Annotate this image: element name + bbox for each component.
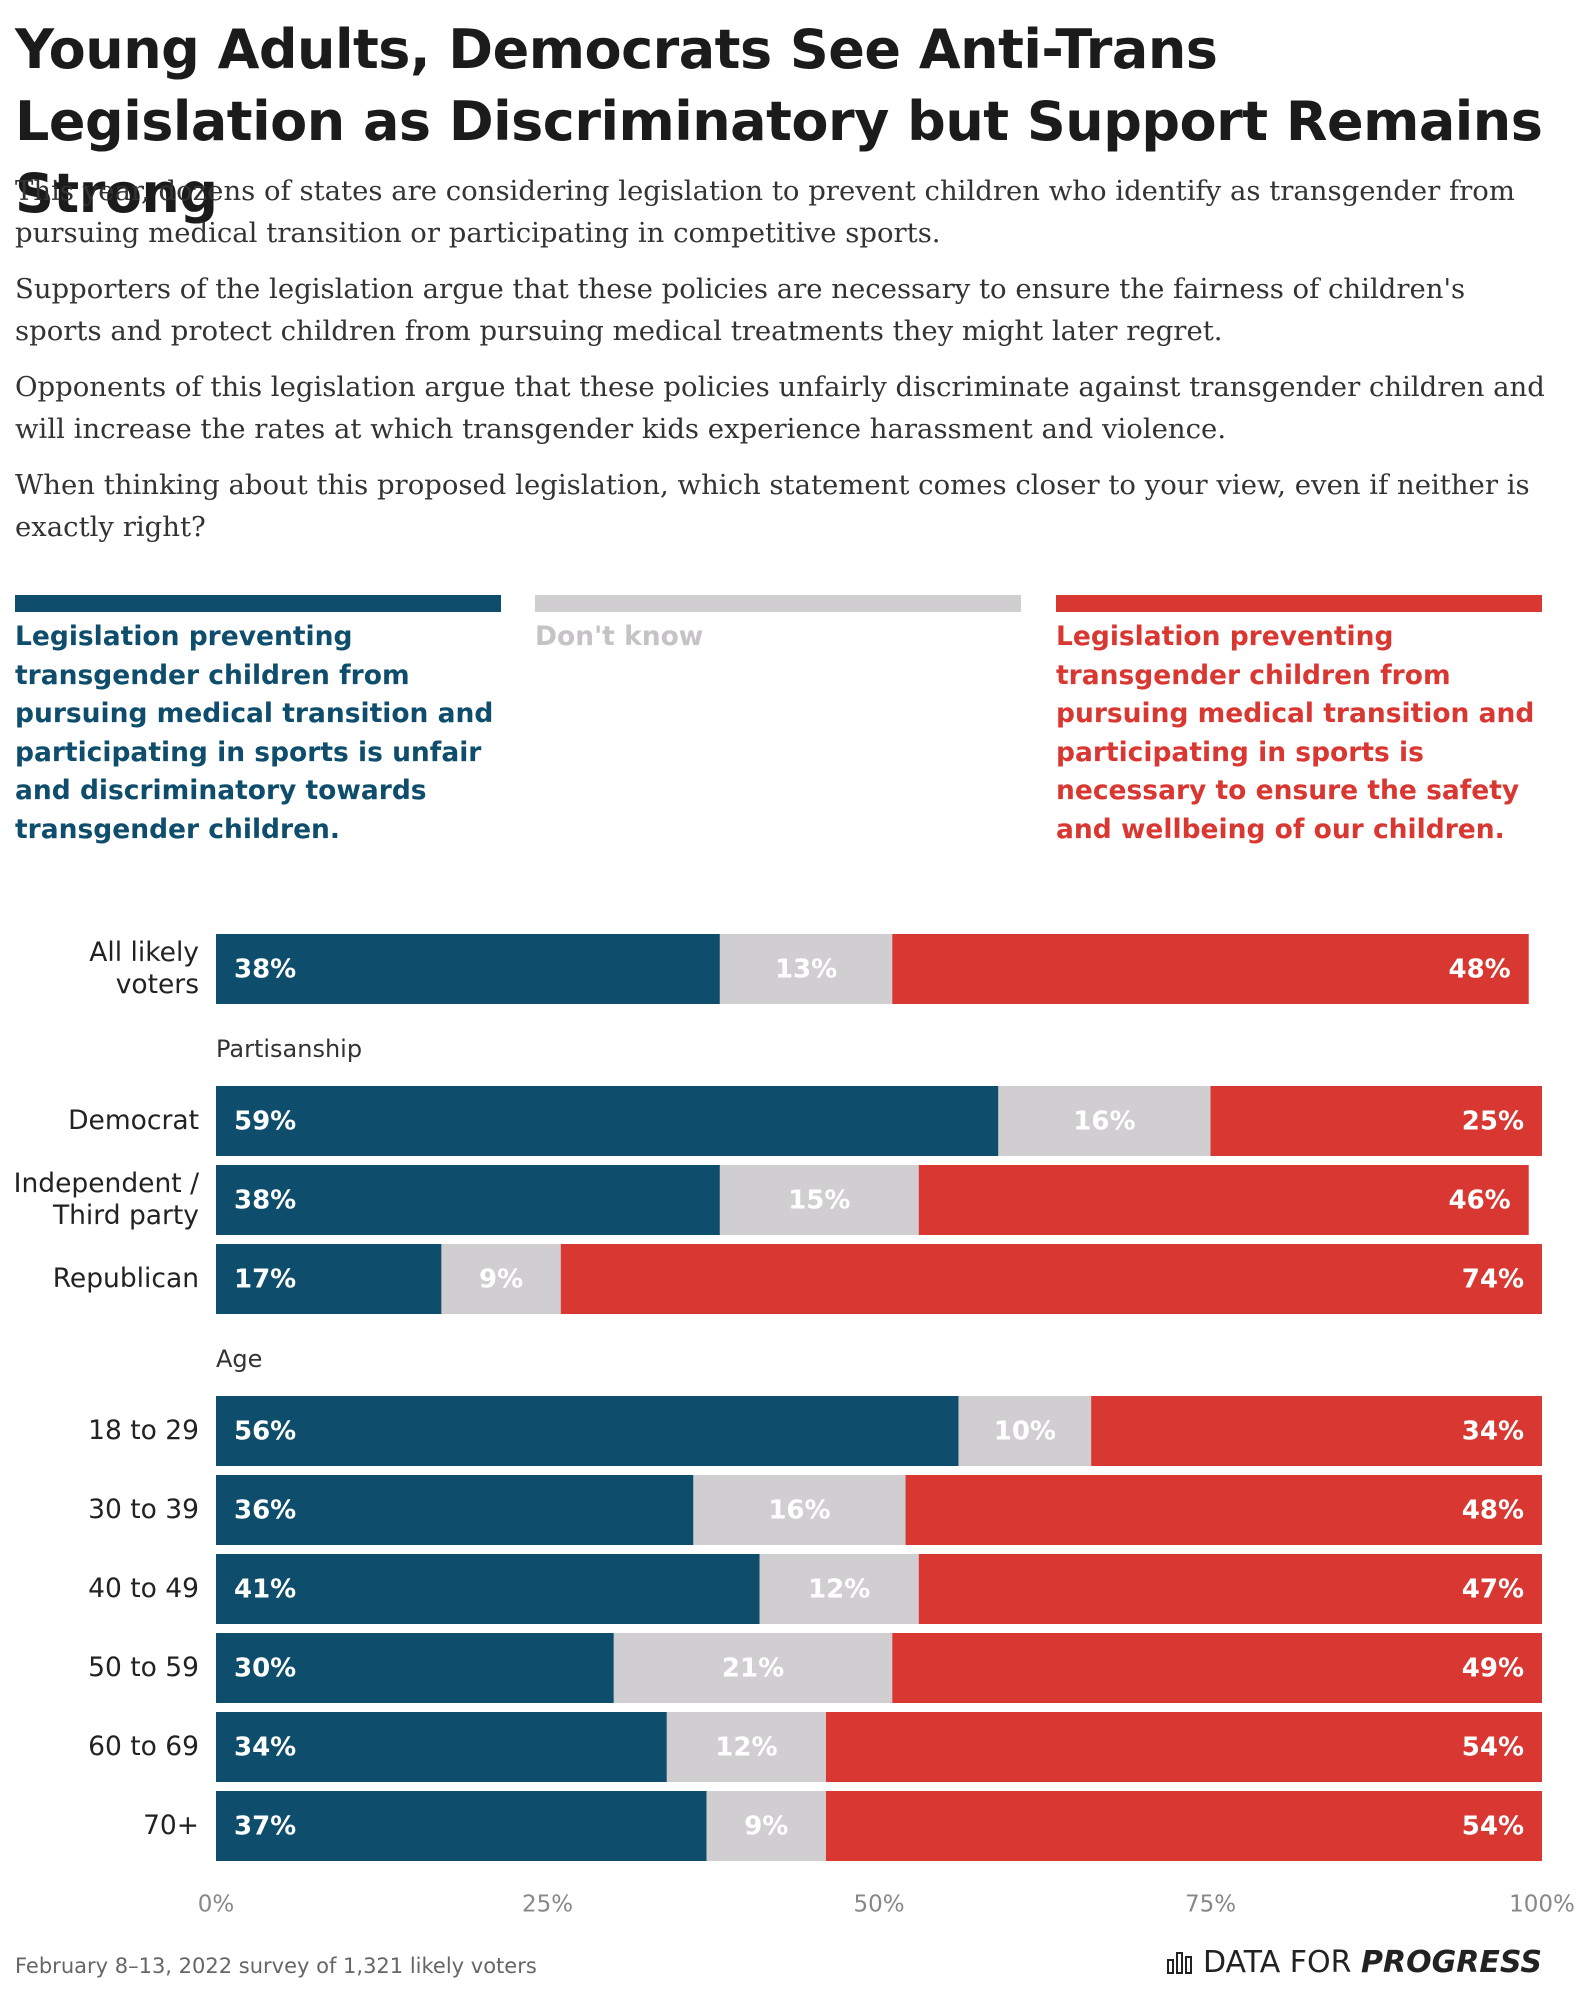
value-label: 37% — [234, 1812, 296, 1842]
group-label: Partisanship — [216, 1035, 363, 1063]
value-label: 12% — [808, 1575, 870, 1605]
bar — [918, 1165, 1529, 1235]
bar — [905, 1475, 1542, 1545]
value-label: 13% — [775, 955, 837, 985]
y-tick-label: Democrat — [68, 1105, 199, 1136]
legend-label: Legislation preventing transgender child… — [15, 621, 494, 845]
bar — [560, 1244, 1542, 1314]
x-tick-label: 75% — [1185, 1892, 1236, 1918]
bar — [216, 934, 720, 1004]
value-label: 17% — [234, 1265, 296, 1295]
legend-swatch — [535, 595, 1021, 612]
bar — [918, 1554, 1542, 1624]
bar — [719, 934, 893, 1004]
bar — [216, 1165, 720, 1235]
bar — [892, 1633, 1542, 1703]
brand-text: DATA FOR — [1202, 1945, 1352, 1980]
value-label: 12% — [715, 1733, 777, 1763]
bar — [216, 1712, 667, 1782]
value-label: 34% — [234, 1733, 296, 1763]
bar — [958, 1396, 1092, 1466]
paragraph: This year, dozens of states are consider… — [15, 175, 1515, 249]
value-label: 36% — [234, 1496, 296, 1526]
brand-icon — [1167, 1952, 1193, 1974]
value-label: 54% — [1462, 1733, 1524, 1763]
value-label: 38% — [234, 955, 296, 985]
bar — [441, 1244, 561, 1314]
bar — [825, 1712, 1542, 1782]
value-label: 54% — [1462, 1812, 1524, 1842]
x-tick-label: 100% — [1509, 1892, 1575, 1918]
chart-title: Young Adults, Democrats See Anti-Trans L… — [15, 18, 1543, 225]
bar — [825, 1791, 1542, 1861]
paragraph: Supporters of the legislation argue that… — [15, 273, 1466, 347]
bar — [613, 1633, 893, 1703]
bar — [666, 1712, 826, 1782]
bar — [998, 1086, 1211, 1156]
value-label: 46% — [1449, 1186, 1511, 1216]
x-tick-label: 0% — [198, 1892, 235, 1918]
brand-text: PROGRESS — [1361, 1945, 1542, 1980]
value-label: 16% — [768, 1496, 830, 1526]
brand: DATA FOR PROGRESS — [1167, 1945, 1542, 1980]
legend-label: Legislation preventing transgender child… — [1056, 621, 1535, 845]
value-label: 16% — [1073, 1107, 1135, 1137]
bar — [216, 1633, 614, 1703]
y-tick-label: 60 to 69 — [88, 1731, 199, 1762]
bar — [693, 1475, 906, 1545]
legend-swatch — [1056, 595, 1542, 612]
bar — [706, 1791, 826, 1861]
value-label: 38% — [234, 1186, 296, 1216]
value-label: 21% — [722, 1654, 784, 1684]
value-label: 49% — [1462, 1654, 1524, 1684]
value-label: 48% — [1449, 955, 1511, 985]
y-tick-label: 40 to 49 — [88, 1573, 199, 1604]
bar — [1210, 1086, 1542, 1156]
bar — [1091, 1396, 1542, 1466]
legend-label: Don't know — [535, 621, 704, 652]
bar — [216, 1554, 760, 1624]
legend-swatch — [15, 595, 501, 612]
bar — [216, 1396, 959, 1466]
group-label: Age — [216, 1345, 263, 1373]
value-label: 48% — [1462, 1496, 1524, 1526]
x-tick-label: 50% — [853, 1892, 904, 1918]
value-label: 9% — [744, 1812, 788, 1842]
value-label: 59% — [234, 1107, 296, 1137]
bar — [216, 1244, 442, 1314]
y-tick-label: Republican — [52, 1263, 199, 1294]
y-tick-label: All likely voters — [89, 937, 199, 1000]
y-tick-label: 70+ — [143, 1810, 199, 1841]
paragraph: Opponents of this legislation argue that… — [15, 371, 1545, 445]
value-label: 9% — [479, 1265, 523, 1295]
bar — [892, 934, 1529, 1004]
x-tick-label: 25% — [522, 1892, 573, 1918]
value-label: 34% — [1462, 1417, 1524, 1447]
value-label: 47% — [1462, 1575, 1524, 1605]
bar — [719, 1165, 919, 1235]
value-label: 10% — [994, 1417, 1056, 1447]
value-label: 25% — [1462, 1107, 1524, 1137]
y-tick-label: 18 to 29 — [88, 1415, 199, 1446]
footnote: February 8–13, 2022 survey of 1,321 like… — [15, 1954, 537, 1978]
paragraph: When thinking about this proposed legisl… — [15, 469, 1530, 543]
y-tick-label: 30 to 39 — [88, 1494, 199, 1525]
y-tick-label: 50 to 59 — [88, 1652, 199, 1683]
value-label: 74% — [1462, 1265, 1524, 1295]
bar — [216, 1475, 694, 1545]
value-label: 30% — [234, 1654, 296, 1684]
bar — [216, 1791, 707, 1861]
value-label: 56% — [234, 1417, 296, 1447]
bar — [759, 1554, 919, 1624]
value-label: 41% — [234, 1575, 296, 1605]
description: This year, dozens of states are consider… — [15, 170, 1560, 562]
bar — [216, 1086, 999, 1156]
y-tick-label: Independent / Third party — [13, 1168, 199, 1231]
value-label: 15% — [788, 1186, 850, 1216]
chart: 38% 13% 48% 59% 16% 25% 38% 15% 46% 17% 9% 74% 56% 10… — [198, 934, 1575, 1918]
